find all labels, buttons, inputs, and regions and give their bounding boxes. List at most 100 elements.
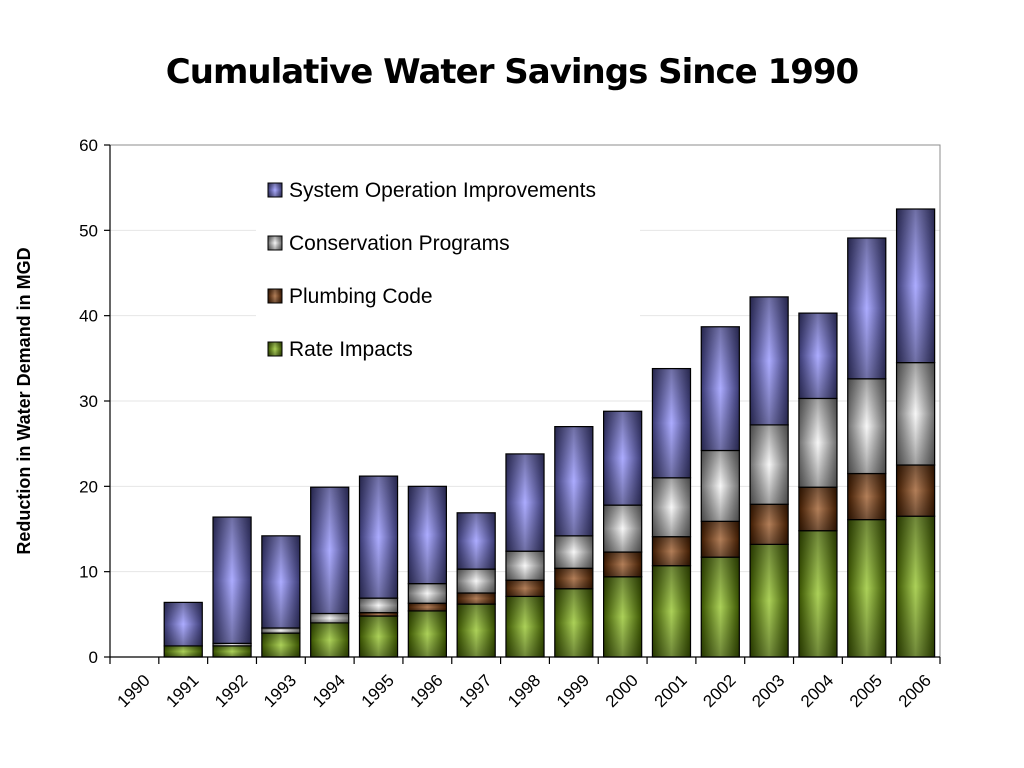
x-tick-label: 2001 (651, 671, 691, 711)
bar-segment-rate-impacts-1994 (310, 622, 350, 658)
y-tick-label: 40 (79, 307, 98, 326)
bar-segment-conservation-programs-2000 (603, 504, 643, 553)
bar-segment-system-operation-improvements-2001 (651, 367, 692, 479)
x-tick-label: 1990 (114, 671, 154, 711)
bar-segment-rate-impacts-2003 (749, 543, 789, 658)
x-tick-label: 1998 (504, 671, 544, 711)
legend-swatch (267, 341, 283, 357)
bars (163, 208, 936, 658)
bar-segment-conservation-programs-1995 (358, 597, 399, 614)
bar-segment-rate-impacts-1996 (407, 610, 447, 658)
x-tick-label: 2006 (895, 671, 935, 711)
bar-segment-system-operation-improvements-2002 (700, 326, 740, 452)
bar-segment-rate-impacts-1993 (261, 632, 301, 658)
bar-segment-system-operation-improvements-2004 (798, 312, 838, 400)
x-tick-label: 1997 (455, 671, 495, 711)
legend-label: Plumbing Code (289, 285, 433, 308)
bar-segment-rate-impacts-2006 (895, 515, 936, 658)
chart-title: Cumulative Water Savings Since 1990 (165, 52, 859, 92)
legend-swatch (267, 235, 283, 251)
legend-label: Conservation Programs (289, 232, 510, 255)
bar-segment-conservation-programs-1998 (505, 550, 545, 581)
bar-segment-plumbing-code-1997 (456, 592, 496, 605)
legend-swatch (267, 288, 283, 304)
bar-segment-rate-impacts-2002 (700, 556, 740, 658)
y-tick-label: 20 (79, 477, 98, 496)
bar-segment-system-operation-improvements-1994 (310, 486, 350, 615)
axes (104, 144, 941, 664)
bar-segment-plumbing-code-2002 (700, 520, 740, 558)
bar-segment-conservation-programs-2005 (847, 378, 887, 475)
bar-segment-system-operation-improvements-1999 (554, 426, 594, 537)
y-tick-label: 50 (79, 221, 98, 240)
bar-segment-plumbing-code-2001 (651, 536, 692, 567)
x-tick-label: 1991 (162, 671, 202, 711)
bar-segment-plumbing-code-2003 (749, 503, 789, 545)
bar-segment-rate-impacts-1992 (212, 645, 252, 658)
x-tick-label: 1996 (406, 671, 446, 711)
bar-segment-plumbing-code-2005 (847, 472, 887, 521)
y-tick-label: 60 (79, 136, 98, 155)
x-tick-label: 1995 (358, 671, 398, 711)
y-tick-label: 30 (79, 392, 98, 411)
y-tick-labels: 0 10 20 30 40 50 60 (79, 136, 98, 667)
y-axis-label: Reduction in Water Demand in MGD (14, 247, 34, 554)
x-tick-label: 2003 (748, 671, 788, 711)
bar-segment-conservation-programs-1999 (554, 535, 594, 569)
bar-segment-rate-impacts-2004 (798, 530, 838, 658)
y-tick-label: 10 (79, 563, 98, 582)
bar-segment-conservation-programs-1993 (261, 627, 301, 634)
y-tick-label: 0 (89, 648, 98, 667)
bar-segment-system-operation-improvements-1995 (358, 475, 399, 599)
legend-background (256, 168, 640, 364)
x-tick-label: 2000 (602, 671, 642, 711)
bar-segment-conservation-programs-2006 (895, 362, 936, 466)
x-tick-label: 1993 (260, 671, 300, 711)
bar-segment-rate-impacts-1997 (456, 603, 496, 658)
x-tick-labels: 1990 1991 1992 1993 1994 1995 1996 1997 1998 1999… (114, 671, 935, 711)
bar-segment-plumbing-code-2006 (895, 464, 936, 517)
bar-segment-system-operation-improvements-2006 (895, 208, 936, 364)
legend: System Operation Improvements Conservatio… (267, 179, 596, 361)
bar-segment-conservation-programs-1994 (310, 612, 350, 624)
legend-label: System Operation Improvements (289, 179, 596, 202)
bar-segment-system-operation-improvements-1991 (163, 601, 203, 647)
bar-segment-rate-impacts-1991 (163, 645, 203, 658)
legend-item-plumbing-code: Plumbing Code (267, 285, 433, 308)
legend-item-conservation-programs: Conservation Programs (267, 232, 510, 255)
bar-segment-conservation-programs-2001 (651, 477, 692, 538)
bar-segment-system-operation-improvements-2005 (847, 237, 887, 380)
bar-segment-conservation-programs-2004 (798, 397, 838, 488)
x-tick-label: 2004 (797, 671, 837, 711)
bar-segment-system-operation-improvements-1996 (407, 485, 447, 585)
bar-segment-plumbing-code-1996 (407, 602, 447, 612)
bar-segment-plumbing-code-1998 (505, 579, 545, 598)
x-tick-label: 1992 (211, 671, 251, 711)
bar-segment-rate-impacts-1998 (505, 595, 545, 658)
legend-label: Rate Impacts (289, 338, 413, 361)
x-tick-label: 1999 (553, 671, 593, 711)
legend-item-system-operation-improvements: System Operation Improvements (267, 179, 596, 202)
bar-segment-rate-impacts-1995 (358, 615, 399, 658)
legend-swatch (267, 182, 283, 198)
bar-segment-rate-impacts-2001 (651, 565, 692, 658)
bar-segment-plumbing-code-2004 (798, 486, 838, 532)
bar-segment-plumbing-code-2000 (603, 551, 643, 578)
bar-segment-plumbing-code-1999 (554, 567, 594, 590)
x-tick-label: 2005 (846, 671, 886, 711)
bar-segment-rate-impacts-2005 (847, 519, 887, 658)
x-tick-label: 2002 (699, 671, 739, 711)
legend-item-rate-impacts: Rate Impacts (267, 338, 413, 361)
bar-segment-rate-impacts-1999 (554, 588, 594, 658)
x-tick-label: 1994 (309, 671, 349, 711)
bar-segment-system-operation-improvements-1992 (212, 516, 252, 644)
bar-segment-system-operation-improvements-1997 (456, 512, 496, 570)
bar-segment-conservation-programs-1997 (456, 568, 496, 594)
bar-segment-conservation-programs-2002 (700, 449, 740, 522)
bar-segment-system-operation-improvements-1993 (261, 535, 301, 629)
bar-segment-system-operation-improvements-2003 (749, 296, 789, 426)
bar-segment-rate-impacts-2000 (603, 576, 643, 658)
bar-segment-conservation-programs-1996 (407, 583, 447, 604)
bar-segment-system-operation-improvements-1998 (505, 453, 545, 552)
